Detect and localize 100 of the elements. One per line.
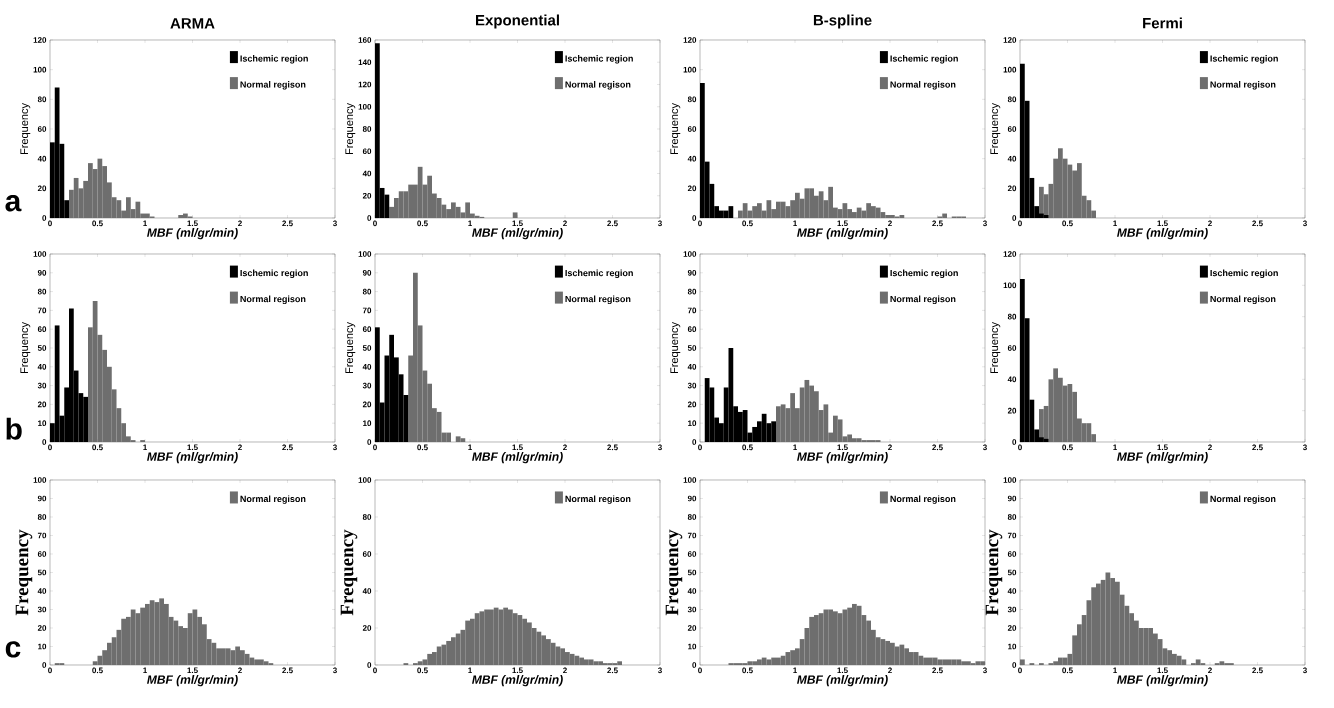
y-tick-label: 90 xyxy=(37,269,47,276)
y-tick-label: 90 xyxy=(37,495,47,502)
x-tick-label: 2 xyxy=(563,667,567,674)
y-tick-label: 80 xyxy=(37,514,47,520)
x-tick-label: 0.5 xyxy=(92,444,103,451)
y-tick-label: 20 xyxy=(1007,407,1017,414)
x-tick-label: 2 xyxy=(563,220,567,227)
y-tick-label: 60 xyxy=(1007,551,1017,557)
y-tick-label: 40 xyxy=(37,155,47,162)
y-axis-title: Frequency xyxy=(340,529,358,616)
y-tick-label: 30 xyxy=(37,382,47,389)
y-axis-title: Frequency xyxy=(15,529,33,616)
x-tick-label: 2 xyxy=(888,667,892,674)
x-tick-label: 0.5 xyxy=(742,667,753,674)
y-tick-label: 0 xyxy=(42,662,47,668)
y-tick-label: 30 xyxy=(362,382,372,389)
y-tick-label: 0 xyxy=(692,662,697,668)
y-tick-label: 60 xyxy=(687,126,697,132)
x-tick-label: 2 xyxy=(563,444,567,451)
y-tick-label: 60 xyxy=(37,126,47,132)
y-tick-label: 100 xyxy=(33,477,47,483)
x-tick-label: 0 xyxy=(373,220,377,227)
y-tick-label: 100 xyxy=(358,103,372,110)
legend-label: Normal regison xyxy=(565,81,631,90)
y-axis-title: Frequency xyxy=(345,103,356,155)
y-tick-label: 40 xyxy=(37,363,47,370)
x-axis-title: MBF (ml/gr/min) xyxy=(147,228,238,240)
x-tick-label: 0.5 xyxy=(742,220,753,227)
text: a xyxy=(5,195,22,212)
y-tick-label: 40 xyxy=(1007,155,1017,162)
y-tick-label: 30 xyxy=(687,382,697,389)
y-tick-label: 70 xyxy=(362,307,372,314)
y-tick-label: 20 xyxy=(1007,185,1017,192)
y-tick-label: 0 xyxy=(367,215,372,221)
y-tick-label: 30 xyxy=(37,606,47,613)
y-tick-label: 20 xyxy=(362,192,372,199)
y-tick-label: 20 xyxy=(37,401,47,408)
x-tick-label: 2 xyxy=(1208,444,1212,451)
y-tick-label: 0 xyxy=(367,439,372,445)
x-tick-label: 1 xyxy=(1113,220,1117,227)
legend-label: Normal regison xyxy=(565,295,631,305)
legend-label: Normal regison xyxy=(1210,295,1276,305)
x-tick-label: 0.5 xyxy=(1062,220,1073,227)
x-tick-label: 2 xyxy=(1208,220,1212,227)
legend-label: Normal regison xyxy=(1210,495,1276,504)
x-tick-label: 2.5 xyxy=(282,667,293,674)
y-tick-label: 100 xyxy=(683,251,697,257)
x-tick-label: 1 xyxy=(793,220,797,227)
y-tick-label: 40 xyxy=(1007,376,1017,383)
x-tick-label: 1.5 xyxy=(1157,220,1168,227)
x-axis-title: MBF (ml/gr/min) xyxy=(1117,228,1208,240)
chart-title: B-spline xyxy=(813,14,872,29)
x-axis-title: MBF (ml/gr/min) xyxy=(472,675,563,687)
y-tick-label: 50 xyxy=(1007,569,1017,576)
y-tick-label: 70 xyxy=(37,532,47,539)
x-tick-label: 0 xyxy=(373,444,377,451)
legend-label: Normal regison xyxy=(565,495,631,504)
x-tick-label: 1 xyxy=(468,220,472,227)
y-tick-label: 40 xyxy=(687,588,697,594)
y-tick-label: 0 xyxy=(692,215,697,221)
x-tick-label: 1 xyxy=(793,667,797,674)
y-tick-label: 50 xyxy=(37,345,47,351)
y-tick-label: 10 xyxy=(688,643,697,650)
y-tick-label: 70 xyxy=(37,307,47,314)
y-tick-label: 100 xyxy=(1003,477,1017,483)
y-tick-label: 10 xyxy=(38,420,47,427)
y-tick-label: 80 xyxy=(1007,514,1017,520)
y-tick-label: 0 xyxy=(1012,662,1017,668)
x-tick-label: 1 xyxy=(468,444,472,451)
y-tick-label: 30 xyxy=(1007,606,1017,613)
x-tick-label: 2.5 xyxy=(1252,667,1263,674)
y-tick-label: 60 xyxy=(362,326,372,333)
x-tick-label: 0.5 xyxy=(417,444,428,451)
x-tick-label: 2.5 xyxy=(282,220,293,227)
x-tick-label: 2.5 xyxy=(282,444,293,451)
y-tick-label: 140 xyxy=(358,59,372,66)
y-tick-label: 0 xyxy=(692,439,697,445)
y-tick-label: 50 xyxy=(687,345,697,351)
x-tick-label: 0 xyxy=(48,444,52,451)
y-tick-label: 40 xyxy=(362,588,372,594)
y-axis-title: Frequency xyxy=(670,322,681,374)
y-tick-label: 80 xyxy=(1007,96,1017,103)
x-tick-label: 0 xyxy=(48,220,52,227)
x-tick-label: 1.5 xyxy=(837,444,848,451)
x-tick-label: 1 xyxy=(1113,667,1117,674)
x-tick-label: 1 xyxy=(1113,444,1117,451)
y-tick-label: 30 xyxy=(687,606,697,613)
y-tick-label: 50 xyxy=(362,345,372,351)
y-tick-label: 70 xyxy=(687,532,697,539)
y-tick-label: 60 xyxy=(37,551,47,557)
x-tick-label: 1.5 xyxy=(187,444,198,451)
y-tick-label: 80 xyxy=(687,288,697,295)
y-tick-label: 100 xyxy=(33,251,47,257)
x-tick-label: 0.5 xyxy=(92,220,103,227)
y-axis-title: Frequency xyxy=(345,322,356,374)
text: c xyxy=(5,641,21,658)
x-tick-label: 2 xyxy=(888,444,892,451)
x-tick-label: 0.5 xyxy=(417,220,428,227)
y-tick-label: 60 xyxy=(362,148,372,155)
x-tick-label: 1 xyxy=(143,444,147,451)
